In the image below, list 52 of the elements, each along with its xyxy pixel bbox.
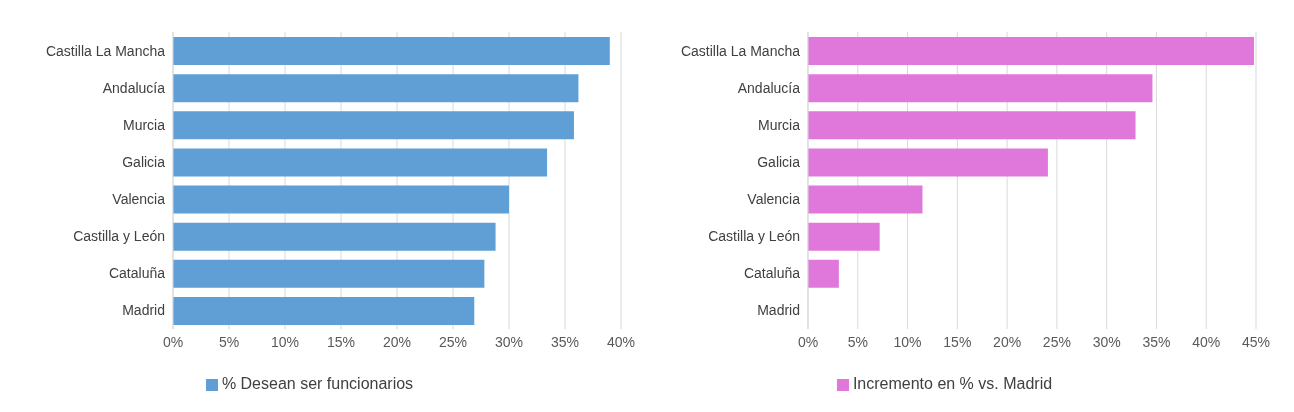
x-tick-label: 15% <box>326 333 356 350</box>
y-tick-label: Valencia <box>747 191 801 208</box>
x-tick-label: 30% <box>1092 333 1121 350</box>
bar <box>173 37 610 65</box>
bar <box>173 185 509 214</box>
y-tick-label: Galicia <box>122 153 166 170</box>
y-tick-label: Madrid <box>757 302 800 319</box>
x-tick-label: 20% <box>993 333 1022 350</box>
y-tick-label: Galicia <box>757 153 801 170</box>
x-tick-label: 35% <box>1142 333 1171 350</box>
x-tick-label: 0% <box>797 333 819 350</box>
y-tick-label: Castilla La Mancha <box>680 42 801 59</box>
legend-label: Incremento en % vs. Madrid <box>852 375 1053 392</box>
bar <box>808 74 1153 103</box>
y-tick-label: Murcia <box>122 116 166 133</box>
bar <box>808 37 1255 65</box>
y-tick-label: Valencia <box>112 191 166 208</box>
x-tick-label: 10% <box>893 333 922 350</box>
x-tick-label: 15% <box>943 333 972 350</box>
y-tick-label: Castilla La Mancha <box>45 42 166 59</box>
bar <box>808 185 923 214</box>
y-tick-label: Murcia <box>757 116 801 133</box>
x-tick-label: 20% <box>382 333 412 350</box>
bar <box>173 259 485 288</box>
x-tick-label: 45% <box>1241 333 1271 350</box>
x-tick-label: 25% <box>438 333 468 350</box>
y-tick-label: Madrid <box>122 302 165 319</box>
x-tick-label: 5% <box>847 333 868 350</box>
bar <box>173 111 574 140</box>
x-tick-label: 40% <box>606 333 636 350</box>
bar <box>808 222 880 251</box>
y-tick-label: Andalucía <box>737 79 801 96</box>
bar <box>808 259 839 288</box>
x-tick-label: 25% <box>1042 333 1071 350</box>
y-tick-label: Cataluña <box>743 265 801 282</box>
y-tick-label: Cataluña <box>108 265 166 282</box>
bar <box>808 148 1048 177</box>
y-tick-label: Castilla y León <box>73 228 165 245</box>
x-tick-label: 30% <box>494 333 524 350</box>
bar <box>173 296 475 325</box>
legend-label: % Desean ser funcionarios <box>221 375 414 392</box>
x-tick-label: 10% <box>270 333 300 350</box>
bar <box>808 111 1136 140</box>
x-tick-label: 35% <box>550 333 580 350</box>
y-tick-label: Andalucía <box>102 79 166 96</box>
y-tick-label: Castilla y León <box>708 228 800 245</box>
bar <box>173 222 496 251</box>
bar <box>173 74 579 103</box>
x-tick-label: 5% <box>218 333 240 350</box>
x-tick-label: 0% <box>162 333 184 350</box>
x-tick-label: 40% <box>1192 333 1221 350</box>
bar <box>173 148 548 177</box>
